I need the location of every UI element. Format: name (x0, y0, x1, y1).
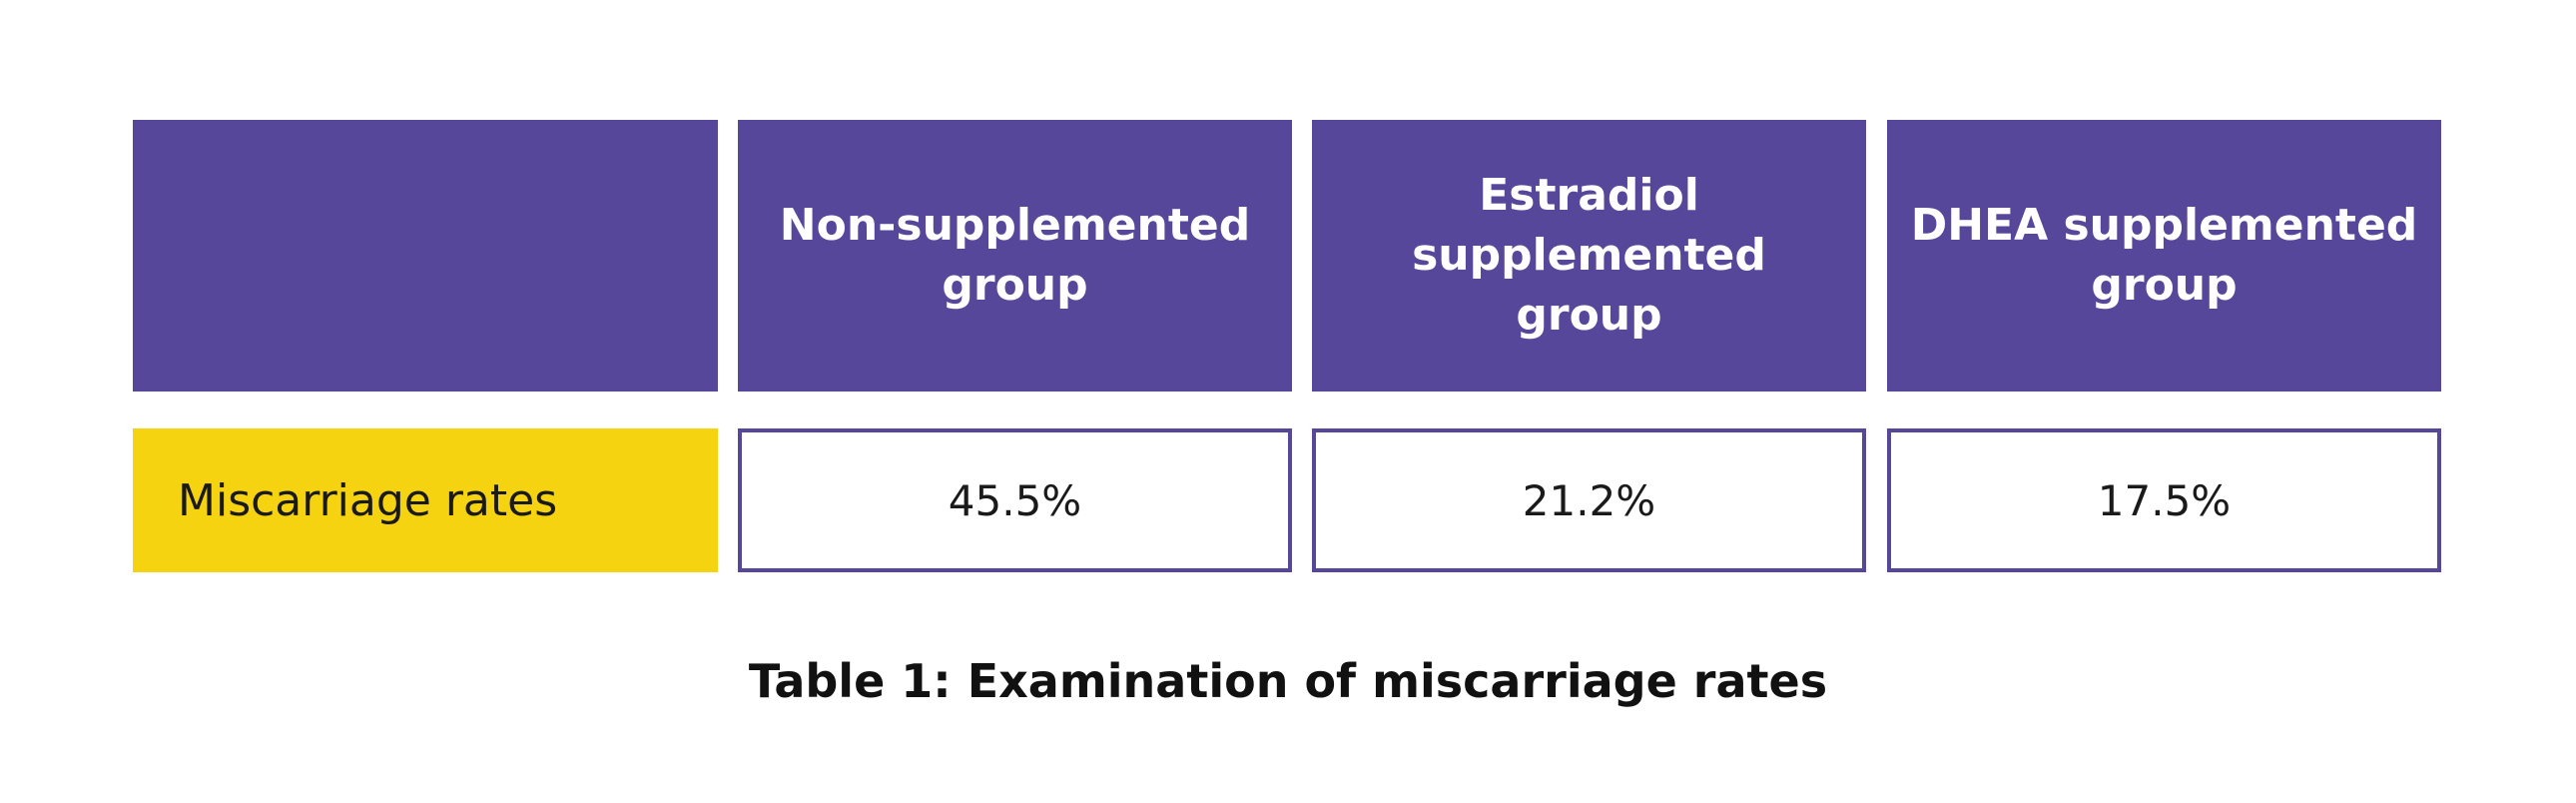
table-cell: 45.5% (738, 428, 1292, 572)
table-caption: Table 1: Examination of miscarriage rate… (748, 654, 1828, 708)
header-cell: DHEA supplemented group (1887, 120, 2441, 392)
table-cell: 21.2% (1312, 428, 1866, 572)
header-cell: Estradiol supplemented group (1312, 120, 1866, 392)
row-label: Miscarriage rates (133, 428, 718, 572)
header-cell: Non-supplemented group (738, 120, 1292, 392)
header-corner (133, 120, 718, 392)
table-cell: 17.5% (1887, 428, 2441, 572)
